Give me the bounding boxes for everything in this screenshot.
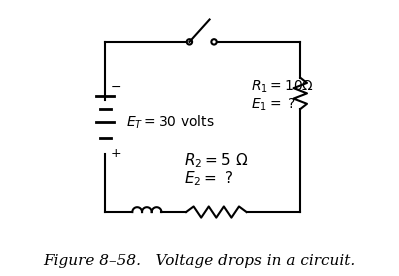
Text: $+$: $+$ [110, 147, 121, 160]
Text: $R_2 = 5\ \Omega$: $R_2 = 5\ \Omega$ [184, 151, 248, 170]
Text: $E_2 = \ ?$: $E_2 = \ ?$ [184, 169, 233, 188]
Text: $-$: $-$ [110, 80, 121, 93]
Text: $E_T = 30$ volts: $E_T = 30$ volts [126, 114, 214, 131]
Text: $E_1 = \ ?$: $E_1 = \ ?$ [251, 96, 296, 113]
Text: $R_1 = 10\Omega$: $R_1 = 10\Omega$ [251, 78, 314, 95]
Text: Figure 8–58.   Voltage drops in a circuit.: Figure 8–58. Voltage drops in a circuit. [43, 254, 356, 268]
